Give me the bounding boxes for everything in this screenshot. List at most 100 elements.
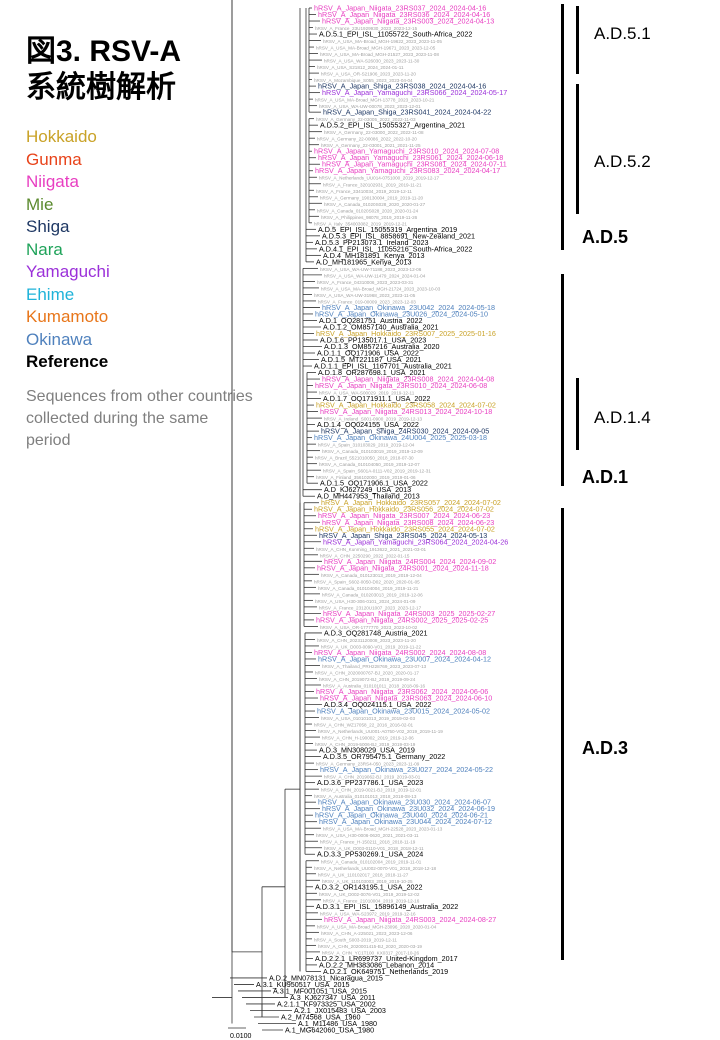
reference-leaf-label: A.D.1.5_MT221187_USA_2021	[321, 355, 422, 364]
legend-item-niigata: Niigata	[26, 172, 79, 191]
japan-leaf-label: hRSV_A_Japan_Okinawa_23U030_2024_2024-06…	[318, 798, 491, 807]
other-country-leaf-label: hRSV_A_France_33410034_2019_2019-12-11	[316, 189, 412, 194]
other-country-leaf-label: hRSV_A_USA_MA-Broad_MGH-21724_2023_2023-…	[321, 286, 441, 291]
figure-title: 図3. RSV-A 系統樹解析	[26, 35, 182, 104]
other-country-leaf-label: hRSV_A_USA_WA-UW-31968_2023_2023-11-05	[314, 293, 416, 298]
reference-leaf-label: A.D.4_MH181891_Kenya_2013	[323, 251, 425, 260]
other-country-leaf-label: hRSV_A_USA_MA-Broad_MGH-22528_2023_2023-…	[323, 827, 443, 832]
reference-leaf-label: A.D_MH181965_Kenya_2013	[316, 257, 412, 266]
japan-leaf-label: hRSV_A_Japan_Shiga_23RS038_2024_2024-04-…	[318, 82, 486, 91]
reference-leaf-label: A.D.3.4_OQ024115.1_USA_2022	[324, 700, 431, 709]
reference-leaf-label: A.2.1.1_KF973325_USA_2002	[277, 999, 376, 1008]
other-country-leaf-label: hRSV_A_Australia_010101013_2018_2018-08-…	[314, 794, 417, 799]
japan-leaf-label: hRSV_A_Japan_Okinawa_23U026_2024_2024-05…	[315, 309, 488, 318]
other-country-leaf-label: hRSV_A_Germany_22-03001_2021_2021-11-25	[321, 143, 421, 148]
legend-item-hokkaido: Hokkaido	[26, 127, 97, 146]
japan-leaf-label: hRSV_A_Japan_Niigata_24RS002_2024_2024-0…	[314, 648, 486, 657]
japan-leaf-label: hRSV_A_Japan_Niigata_24RS003_2024_2024-0…	[324, 915, 496, 924]
reference-leaf-label: A.3_KJ627347_USA_2011	[290, 993, 375, 1002]
japan-leaf-label: hRSV_A_Japan_Niigata_24RS013_2024_2024-1…	[320, 407, 492, 416]
japan-leaf-label: hRSV_A_Japan_Okinawa_23U032_2024_2024-06…	[322, 804, 495, 813]
other-country-leaf-label: hRSV_A_USA_OR-S21906_2023_2023-11-20	[321, 72, 416, 77]
clade-bracket-ad51	[576, 6, 579, 74]
other-country-leaf-label: hRSV_A_USA_010101013_2019_2019-02-03	[321, 716, 415, 721]
reference-leaf-label: A.D.3.2_OR143195.1_USA_2022	[315, 882, 423, 891]
reference-leaf-label: A.D.1.1_EPI_ISL_1167701_Australia_2021	[314, 362, 452, 371]
other-country-leaf-label: hRSV_A_CHN_2020000767-BJ_2020_2020-01-17	[315, 670, 419, 675]
other-country-leaf-label: hRSV_A_USA_OR-1777770_2023_2023-10-02	[320, 625, 418, 630]
clade-label-ad51: A.D.5.1	[594, 24, 651, 43]
japan-leaf-label: hRSV_A_Japan_Hokkaido_23RS057_2024_2024-…	[321, 498, 501, 507]
clade-label-ad52: A.D.5.2	[594, 152, 651, 171]
other-country-leaf-label: hRSV_A_USA_MA-Broad_MGH-13778_2023_2023-…	[315, 98, 435, 103]
other-country-leaf-label: hRSV_A_Canada_010104050_2019_2019-12-07	[319, 462, 420, 467]
japan-leaf-label: hRSV_A_Japan_Niigata_23RS010_2024_2024-0…	[315, 381, 487, 390]
clade-bracket-ad14	[576, 378, 579, 450]
other-country-leaf-label: hRSV_A_CHN_2019-5006-BJ_2019_2019-03-19	[315, 742, 416, 747]
japan-leaf-label: hRSV_A_Japan_Yamaguchi_23RS010_2024_2024…	[314, 147, 499, 156]
other-country-leaf-label: hRSV_A_Germany_22-00086_2022_2022-10-20	[317, 137, 417, 142]
legend-item-okinawa: Okinawa	[26, 329, 93, 349]
reference-leaf-label: A.D.2.1_OK649751_Netherlands_2019	[323, 967, 448, 976]
legend-note-other-countries: Sequences from other countries collected…	[26, 387, 253, 449]
other-country-leaf-label: hRSV_A_France_23U1929930_2023_2023-12-15	[315, 26, 418, 31]
other-country-leaf-label: hRSV_A_CHN_H-190002_2019_2019-12-06	[322, 736, 414, 741]
other-country-leaf-label: hRSV_A_Spain_310103029_2019_2019-12-04	[318, 443, 415, 448]
reference-leaf-label: A.D.5_EPI_ISL_15055319_Argentina_2019	[318, 225, 457, 234]
other-country-leaf-label: hRSV_A_USA_WA-UW-00078_2023_2023-12-01	[319, 104, 421, 109]
reference-leaf-label: A.1_M11486_USA_1980	[298, 1019, 377, 1028]
clade-bracket-ad5	[561, 4, 564, 250]
other-country-leaf-label: hRSV_A_CHN_YC1T100_KX0317_2017-10-26	[322, 950, 419, 955]
other-country-leaf-label: hRSV_A_CHN_2019062-BJ_2019_2019-03-01	[324, 775, 421, 780]
other-country-leaf-label: hRSV_A_France_21010004_2019_2019-12-16	[323, 898, 420, 903]
legend-item-ehime: Ehime	[26, 284, 75, 304]
other-country-leaf-label: hRSV_A_Netherlands_UU002-0070-V01_2018_2…	[314, 866, 437, 871]
other-country-leaf-label: hRSV_A_Thailand_PRH228769_2023_2023-07-1…	[322, 664, 427, 669]
japan-leaf-label: hRSV_A_Japan_Niigata_23RS003_2024_2024-0…	[322, 17, 494, 26]
reference-leaf-label: A.D.1.3_OM857216_Australia_2020	[324, 342, 439, 351]
legend-item-kumamoto: Kumamoto	[26, 307, 109, 326]
clade-label-ad3: A.D.3	[582, 738, 629, 758]
other-country-leaf-label: hRSV_A_USA_MA-Broad_MGH-21527_2023_2023-…	[320, 52, 439, 57]
reference-leaf-label: A.D.5.3_EPI_ISL_8858691_New-Zealand_2021	[322, 231, 475, 240]
reference-leaf-label: A.D.1.2_OM857140_Australia_2021	[323, 322, 438, 331]
other-country-leaf-label: hRSV_A_USA_H30-0006-0620_2021_2021-03-11	[316, 833, 419, 838]
legend-item-shiga: Shiga	[26, 217, 70, 236]
other-country-leaf-label: hRSV_A_UK_110103003_2019_2019-10-25	[322, 879, 413, 884]
reference-leaf-label: A.D.1.4_OQ024155_USA_2022	[317, 420, 419, 429]
other-country-leaf-label: hRSV_A_USA_MA-Broad_MGH-19671_2023_2023-…	[316, 46, 436, 51]
reference-leaf-label: A.2.1_JX015483_USA_2003	[294, 1006, 386, 1015]
japan-leaf-label: hRSV_A_Japan_Niigata_23RS062_2024_2024-0…	[316, 687, 488, 696]
japan-leaf-label: hRSV_A_Japan_Hokkaido_23RS056_2024_2024-…	[314, 505, 494, 514]
other-country-leaf-label: hRSV_A_Canada_01020S028_2020_2020-01-24	[317, 208, 419, 213]
japan-leaf-label: hRSV_A_Japan_Yamaguchi_23RS083_2024_2024…	[315, 166, 500, 175]
reference-leaf-label: A.D.2.2_MH383086_Lebanon_2014	[319, 960, 434, 969]
legend-item-reference: Reference	[26, 352, 109, 371]
other-country-leaf-label: hRSV_A_USA_WA-S23972_2019_2019-12-16	[320, 911, 416, 916]
japan-leaf-label: hRSV_A_Japan_Okinawa_24U004_2025_2025-03…	[314, 433, 487, 442]
japan-leaf-label: hRSV_A_Japan_Shiga_23RS041_2024_2024-04-…	[323, 108, 491, 117]
reference-leaf-label: A.D.4.1_EPI_ISL_11055216_South-Africa_20…	[319, 244, 472, 253]
other-country-leaf-label: hRSV_A_CHN_2019-0021-BJ_2019_2019-12-01	[321, 788, 422, 793]
reference-leaf-label: A.3.1_KU950517_USA_2015	[256, 980, 350, 989]
other-country-leaf-label: hRSV_A_Italy_354003082_2019_2019-12-21	[314, 221, 407, 226]
japan-leaf-label: hRSV_A_Japan_Niigata_24RS004_2024_2024-0…	[324, 557, 496, 566]
other-country-leaf-label: hRSV_A_USA_WA-UW-11479_2024_2024-01-04	[324, 273, 426, 278]
reference-leaf-label: A.3.1_MF001051_USA_2015	[273, 986, 367, 995]
reference-leaf-label: A.D.1.5_OQ171906.1_USA_2022	[320, 479, 428, 488]
other-country-leaf-label: hRSV_A_UK_110102017_2018_2018-11-27	[318, 872, 409, 877]
other-country-leaf-label: hRSV_A_France_H-150211_2018_2018-11-19	[320, 840, 416, 845]
reference-leaf-label: A.D.1.6_PP135017.1_USA_2023	[320, 335, 426, 344]
other-country-leaf-label: hRSV_A_Germany_22-03000_2022_2022-11-08	[324, 130, 424, 135]
other-country-leaf-label: hRSV_A_Canada_01020S028_2020_2020-01-27	[324, 202, 426, 207]
reference-leaf-label: A.D_KJ627249_USA_2013	[324, 485, 411, 494]
other-country-leaf-label: hRSV_A_Canada_010203013_2019_2019-12-06	[322, 592, 423, 597]
other-country-leaf-label: hRSV_A_France_04310006_2023_2023-03-31	[317, 280, 414, 285]
other-country-leaf-label: hRSV_A_CHN_2020001415-BJ_2020_2020-03-19	[318, 944, 422, 949]
reference-leaf-label: A.D.2.2.1_LR699737_United-Kingdom_2017	[315, 954, 458, 963]
clade-bracket-ad1	[561, 274, 564, 486]
japan-leaf-label: hRSV_A_Japan_Yamaguchi_23RS066_2024_2024…	[322, 88, 507, 97]
other-country-leaf-label: hRSV_A_South_S003-2019_2019-12-11	[314, 937, 397, 942]
other-country-leaf-label: hRSV_A_Netherlands_UU001-A0750-V02_2019_…	[318, 729, 443, 734]
clade-label-ad14: A.D.1.4	[594, 408, 651, 427]
